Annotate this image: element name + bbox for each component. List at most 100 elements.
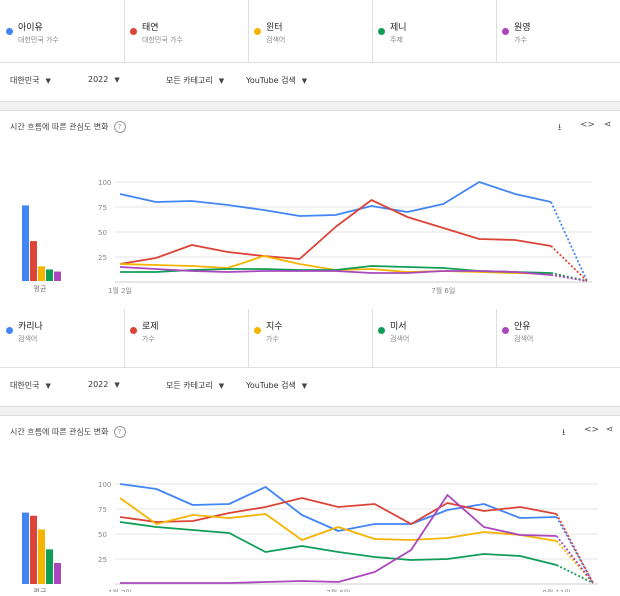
filter-bar: 대한민국 ▼ 2022 ▼ 모든 카테고리 ▼ YouTube 검색 ▼ (0, 63, 620, 101)
y-tick-label: 100 (98, 179, 111, 187)
average-bar (30, 241, 37, 281)
region-dropdown[interactable]: 대한민국 ▼ (10, 380, 51, 391)
term-name: 태연 (142, 23, 159, 33)
period-value: 2022 (88, 380, 109, 389)
help-icon[interactable]: ? (113, 426, 126, 438)
term-type: 주제 (390, 36, 403, 44)
series-line (120, 494, 557, 584)
term-type: 가수 (514, 36, 527, 44)
term-name: 지수 (266, 322, 283, 332)
caret-down-icon: ▼ (218, 77, 225, 85)
series-color-dot (6, 28, 13, 35)
series-line (119, 266, 552, 276)
term-name: 제니 (390, 23, 407, 33)
chart-title: 시간 흐름에 따른 관심도 변화? (10, 426, 126, 438)
category-dropdown[interactable]: 모든 카테고리 ▼ (166, 75, 224, 86)
average-label: 평균 (34, 587, 47, 592)
term-card[interactable]: 아이유 대한민국 가수 (0, 0, 125, 62)
average-label: 평균 (34, 284, 47, 293)
x-tick-label: 7월 6일 (431, 286, 455, 295)
series-partial-line (555, 535, 594, 584)
term-type: 검색어 (514, 335, 534, 343)
y-tick-label: 25 (98, 556, 107, 564)
chart-header: 시간 흐름에 따른 관심도 변화? ⭳ <> ⋖ (0, 111, 620, 141)
series-color-dot (254, 327, 261, 334)
period-dropdown[interactable]: 2022 ▼ (88, 75, 120, 84)
series-line (119, 199, 552, 265)
term-name: 미서 (390, 322, 407, 332)
term-type: 가수 (266, 335, 279, 343)
series-partial-line (550, 274, 588, 282)
embed-icon[interactable]: <> (584, 425, 600, 435)
term-card[interactable]: 카리나 검색어 (0, 309, 125, 367)
term-type: 대한민국 가수 (142, 36, 183, 44)
term-card[interactable]: 미서 검색어 (372, 309, 497, 367)
chart-title-text: 시간 흐름에 따른 관심도 변화 (10, 122, 109, 132)
period-value: 2022 (88, 75, 109, 84)
term-card[interactable]: 태연 대한민국 가수 (124, 0, 249, 62)
download-icon[interactable]: ⭳ (562, 428, 566, 438)
y-tick-label: 75 (98, 204, 107, 212)
average-bar (30, 515, 37, 584)
term-name: 원영 (514, 23, 531, 33)
term-bar: 아이유 대한민국 가수 태연 대한민국 가수 윈터 검색어 제니 주제 원영 가… (0, 0, 620, 63)
term-card[interactable]: 안유 검색어 (496, 309, 620, 367)
filter-bar: 대한민국 ▼ 2022 ▼ 모든 카테고리 ▼ YouTube 검색 ▼ (0, 368, 620, 406)
search-type-value: YouTube 검색 (246, 76, 296, 85)
average-bar (38, 529, 45, 584)
share-icon[interactable]: ⋖ (606, 425, 614, 435)
search-type-dropdown[interactable]: YouTube 검색 ▼ (246, 380, 307, 391)
term-name: 로제 (142, 322, 159, 332)
term-name: 아이유 (18, 23, 43, 33)
caret-down-icon: ▼ (45, 382, 51, 390)
series-color-dot (130, 28, 137, 35)
term-card[interactable]: 지수 가수 (248, 309, 373, 367)
term-type: 검색어 (390, 335, 410, 343)
caret-down-icon: ▼ (45, 77, 51, 85)
embed-icon[interactable]: <> (580, 120, 596, 130)
series-color-dot (254, 28, 261, 35)
term-name: 안유 (514, 322, 531, 332)
share-icon[interactable]: ⋖ (604, 120, 612, 130)
chart-title: 시간 흐름에 따른 관심도 변화? (10, 121, 126, 133)
term-type: 검색어 (18, 335, 38, 343)
region-dropdown[interactable]: 대한민국 ▼ (10, 75, 51, 86)
category-dropdown[interactable]: 모든 카테고리 ▼ (166, 380, 224, 391)
caret-down-icon: ▼ (218, 382, 225, 390)
y-tick-label: 75 (98, 506, 107, 514)
series-line (119, 497, 557, 542)
series-partial-line (556, 564, 594, 584)
help-icon[interactable]: ? (113, 121, 126, 133)
y-tick-label: 50 (98, 531, 107, 539)
term-card[interactable]: 원영 가수 (496, 0, 620, 62)
section-divider (0, 101, 620, 111)
average-bar (54, 563, 61, 584)
term-name: 카리나 (18, 322, 43, 332)
series-line (119, 497, 557, 525)
term-bar: 카리나 검색어 로제 가수 지수 가수 미서 검색어 안유 검색어 (0, 309, 620, 368)
term-card[interactable]: 로제 가수 (124, 309, 249, 367)
term-type: 검색어 (266, 36, 286, 44)
search-type-dropdown[interactable]: YouTube 검색 ▼ (246, 75, 307, 86)
comparison-set-1: 아이유 대한민국 가수 태연 대한민국 가수 윈터 검색어 제니 주제 원영 가… (0, 0, 620, 295)
average-bar (22, 205, 29, 281)
series-color-dot (378, 28, 385, 35)
download-icon[interactable]: ⭳ (558, 123, 562, 133)
term-card[interactable]: 제니 주제 (372, 0, 497, 62)
term-type: 대한민국 가수 (18, 36, 59, 44)
caret-down-icon: ▼ (301, 382, 308, 390)
x-tick-label: 1월 2일 (108, 286, 132, 295)
series-color-dot (378, 327, 385, 334)
term-card[interactable]: 윈터 검색어 (248, 0, 373, 62)
y-tick-label: 50 (98, 229, 107, 237)
series-partial-line (555, 540, 594, 584)
average-bar (38, 266, 45, 281)
period-dropdown[interactable]: 2022 ▼ (88, 380, 120, 389)
series-partial-line (555, 513, 594, 584)
y-tick-label: 25 (98, 254, 107, 262)
term-type: 가수 (142, 335, 155, 343)
series-color-dot (502, 28, 509, 35)
series-color-dot (130, 327, 137, 334)
series-line (119, 521, 557, 566)
